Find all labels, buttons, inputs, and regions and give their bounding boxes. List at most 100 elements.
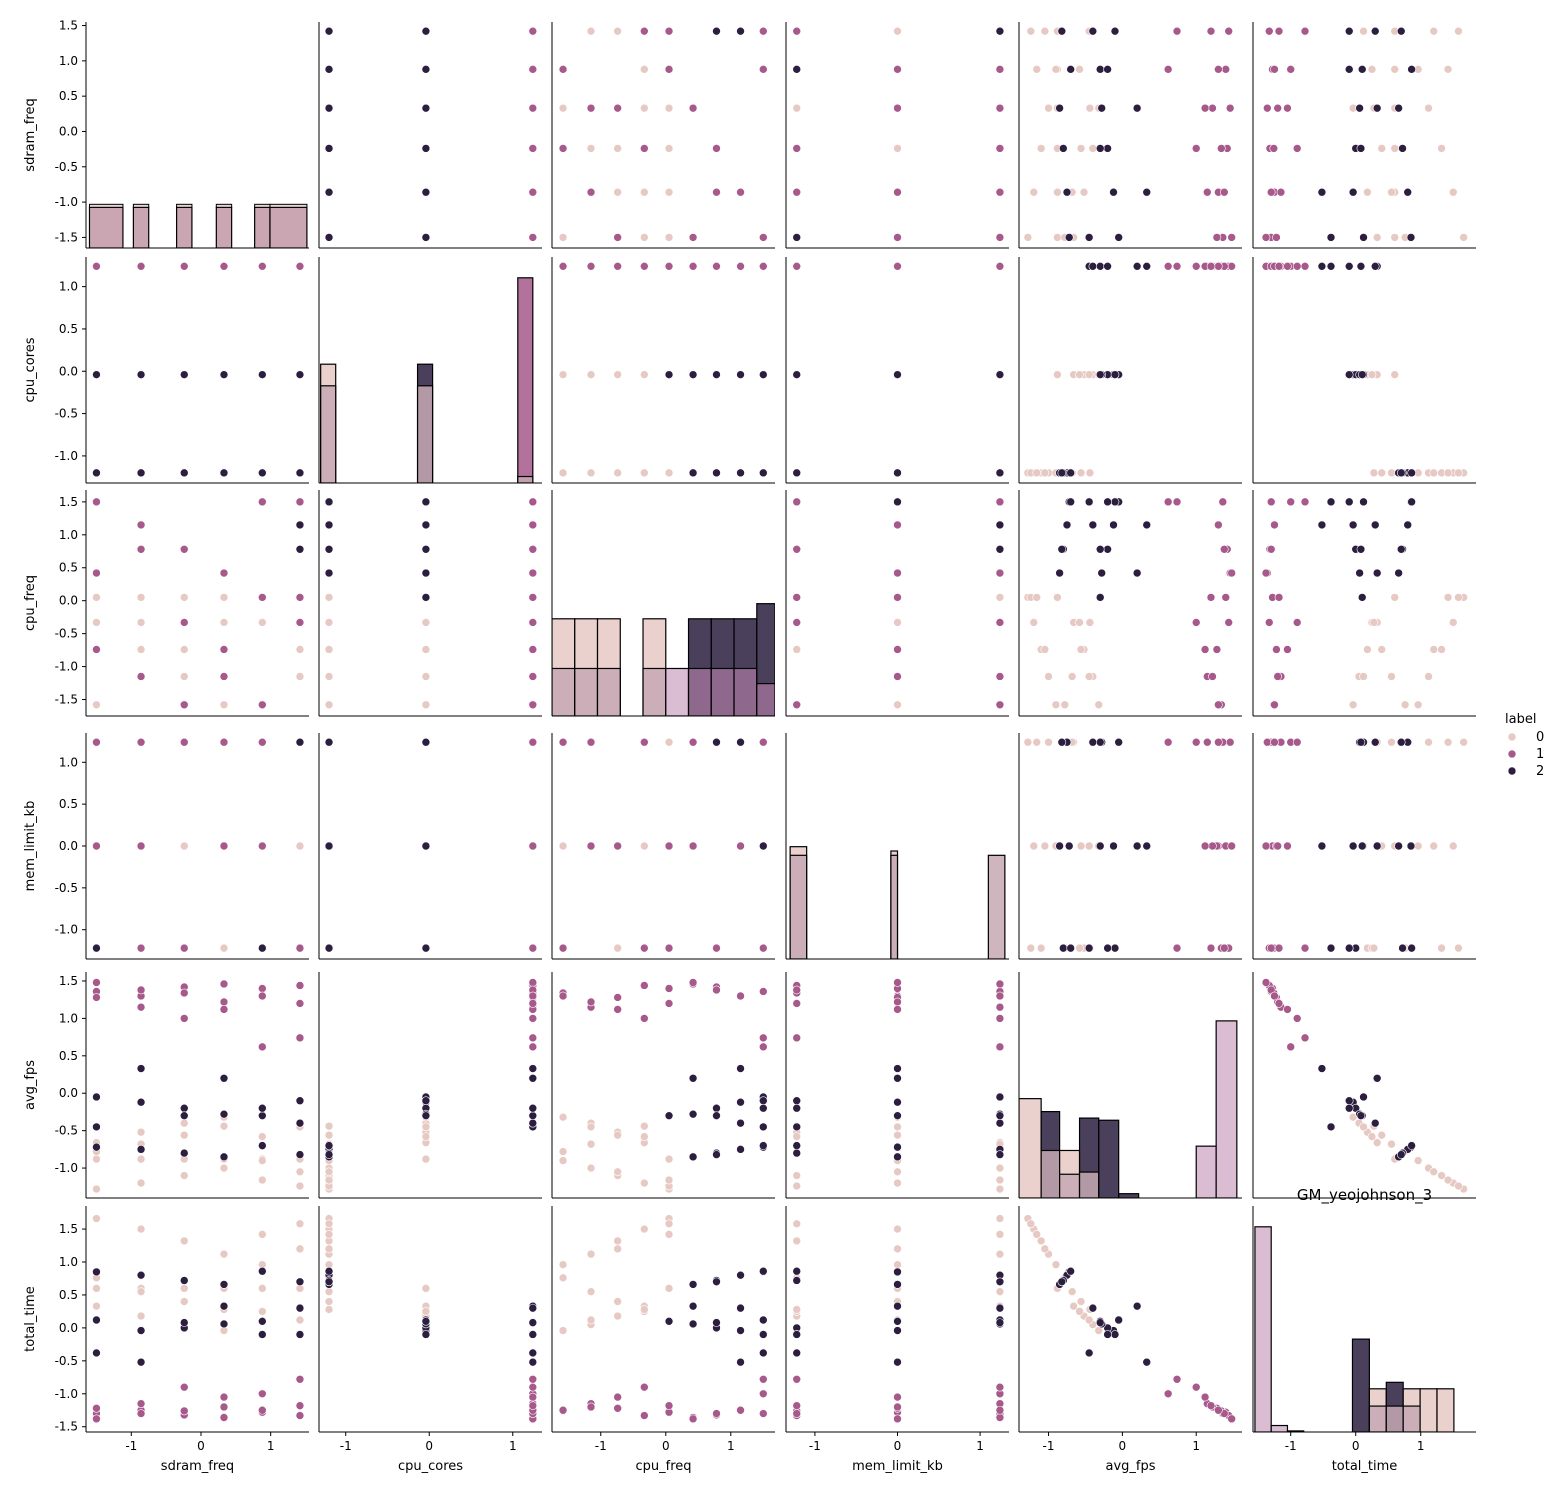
x-tick-label: 1	[509, 1439, 517, 1453]
scatter-point	[1326, 1122, 1336, 1132]
scatter-point	[1208, 841, 1217, 851]
scatter-point	[664, 1284, 674, 1293]
scatter-point	[1359, 497, 1368, 507]
panel-content	[1254, 1226, 1455, 1432]
scatter-point	[295, 672, 305, 681]
hist-bar	[1385, 1405, 1404, 1432]
scatter-point	[613, 1130, 622, 1140]
scatter-point	[421, 1330, 431, 1339]
scatter-point	[558, 737, 568, 747]
x-tick-label: -1	[1285, 1439, 1297, 1453]
scatter-point	[1283, 1005, 1292, 1014]
scatter-point	[92, 1348, 101, 1358]
scatter-point	[893, 1130, 902, 1140]
scatter-point	[1057, 1277, 1067, 1287]
scatter-point	[1076, 144, 1086, 153]
scatter-point	[1095, 545, 1105, 554]
scatter-point	[1066, 1266, 1075, 1276]
scatter-point	[640, 370, 649, 379]
scatter-point	[1032, 737, 1042, 747]
panel-cpu_freq-vs-total_time	[1252, 490, 1476, 717]
scatter-point	[613, 468, 622, 478]
scatter-point	[1057, 468, 1067, 478]
scatter-point	[1084, 233, 1094, 242]
scatter-point	[295, 1033, 305, 1043]
scatter-point	[1413, 1156, 1423, 1165]
panel-content	[92, 1214, 305, 1424]
scatter-point	[1372, 841, 1382, 851]
scatter-point	[1172, 26, 1182, 36]
scatter-point	[1387, 672, 1396, 681]
panel-content	[792, 262, 1005, 478]
scatter-point	[758, 468, 768, 478]
scatter-point	[1424, 672, 1433, 681]
scatter-point	[258, 841, 267, 851]
y-tick-label: -1.5	[55, 1420, 78, 1434]
scatter-point	[1191, 144, 1201, 153]
scatter-point	[219, 593, 229, 602]
scatter-point	[1044, 672, 1053, 681]
scatter-point	[324, 593, 334, 602]
scatter-point	[664, 1111, 674, 1120]
y-tick-label: 1.5	[59, 1222, 78, 1236]
scatter-point	[1208, 672, 1217, 681]
scatter-point	[586, 370, 596, 379]
scatter-point	[1163, 65, 1173, 74]
scatter-point	[640, 943, 649, 953]
panel-content	[320, 277, 534, 483]
scatter-point	[528, 1111, 538, 1120]
hist-bar	[88, 206, 124, 248]
scatter-point	[995, 1014, 1005, 1023]
scatter-point	[712, 187, 721, 197]
scatter-point	[324, 568, 334, 578]
scatter-point	[792, 1132, 802, 1141]
panel-cpu_cores-vs-cpu_freq	[551, 257, 775, 484]
panel-total_time-vs-cpu_freq: -1 0 1 cpu_freq	[551, 1206, 775, 1474]
scatter-point	[688, 1414, 698, 1424]
legend-marker	[1507, 766, 1517, 776]
scatter-point	[1286, 65, 1296, 74]
scatter-point	[324, 65, 334, 74]
scatter-point	[893, 1326, 902, 1335]
scatter-point	[640, 1305, 649, 1314]
scatter-point	[1263, 103, 1272, 113]
scatter-point	[893, 1122, 902, 1132]
scatter-point	[421, 645, 431, 654]
scatter-point	[792, 262, 802, 271]
scatter-point	[688, 1319, 698, 1329]
scatter-point	[258, 1317, 267, 1326]
scatter-point	[1066, 497, 1075, 507]
scatter-point	[1369, 618, 1379, 627]
scatter-point	[688, 841, 698, 851]
scatter-point	[1040, 841, 1050, 851]
scatter-point	[1273, 672, 1283, 681]
scatter-point	[613, 993, 622, 1002]
scatter-point	[1348, 700, 1358, 710]
scatter-point	[1076, 468, 1086, 478]
scatter-point	[1219, 545, 1229, 554]
scatter-point	[1110, 943, 1120, 953]
scatter-point	[92, 593, 101, 602]
panel-cpu_freq-vs-sdram_freq: -1.5 -1.0 -0.5 0.0 0.5 1.0 1.5 cpu_freq	[23, 490, 309, 717]
scatter-point	[324, 1297, 334, 1306]
scatter-point	[1206, 1401, 1216, 1410]
y-tick-label: 1.0	[59, 280, 78, 294]
scatter-point	[1344, 65, 1354, 74]
scatter-point	[558, 943, 568, 953]
scatter-point	[1292, 144, 1302, 153]
scatter-point	[421, 545, 431, 554]
scatter-point	[295, 1315, 305, 1325]
scatter-point	[92, 943, 101, 953]
scatter-point	[995, 991, 1005, 1001]
legend-marker	[1507, 732, 1517, 742]
scatter-point	[640, 103, 649, 113]
scatter-point	[179, 1111, 189, 1120]
scatter-point	[893, 1111, 902, 1120]
scatter-point	[586, 187, 596, 197]
scatter-point	[558, 1156, 568, 1165]
scatter-point	[219, 1413, 229, 1422]
scatter-point	[1317, 187, 1327, 197]
scatter-point	[893, 520, 902, 530]
scatter-point	[586, 144, 596, 153]
scatter-point	[1367, 65, 1377, 74]
